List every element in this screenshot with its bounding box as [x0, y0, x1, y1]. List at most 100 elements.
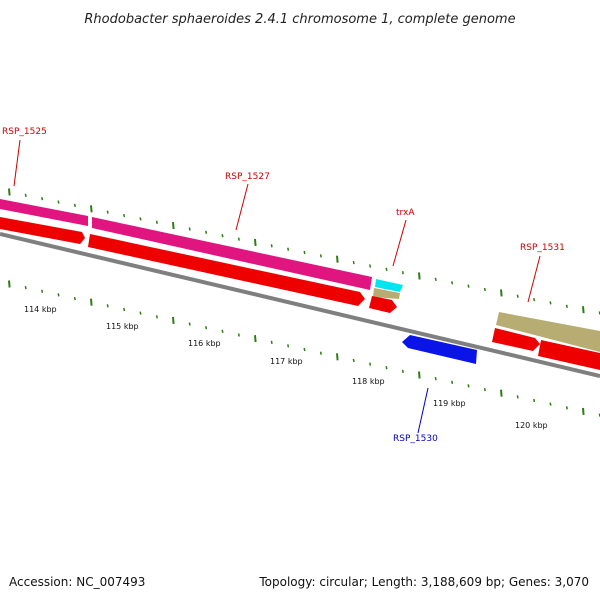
leader-line-rsp-1531	[527, 255, 541, 303]
inner-tick-mark	[24, 285, 27, 290]
gene-feature-rsp-1531[interactable]	[496, 312, 600, 352]
outer-tick-mark	[287, 247, 290, 251]
outer-tick-mark	[24, 193, 27, 198]
inner-tick-mark	[434, 377, 437, 381]
inner-tick-mark	[254, 335, 257, 343]
outer-tick-ring	[8, 188, 600, 315]
inner-tick-mark	[385, 366, 388, 370]
outer-tick-mark	[582, 306, 585, 314]
outer-tick-mark	[533, 297, 536, 302]
inner-tick-mark	[418, 371, 421, 379]
inner-tick-mark	[8, 280, 11, 288]
outer-tick-mark	[418, 272, 421, 280]
outer-tick-mark	[483, 287, 486, 292]
inner-tick-mark	[155, 315, 158, 319]
outer-tick-mark	[565, 304, 568, 308]
outer-tick-mark	[221, 234, 224, 238]
gene-label-rsp-1525[interactable]: RSP_1525	[2, 127, 47, 137]
inner-tick-mark	[90, 298, 93, 306]
scale-label: 118 kbp	[352, 377, 385, 386]
outer-tick-mark	[123, 213, 126, 218]
inner-tick-mark	[336, 353, 339, 361]
gene-label-trxa[interactable]: trxA	[396, 208, 415, 218]
inner-tick-mark	[73, 296, 76, 301]
outer-tick-mark	[188, 227, 191, 231]
chromosome-backbone	[0, 232, 600, 378]
outer-tick-mark	[319, 254, 322, 258]
inner-tick-mark	[287, 344, 290, 348]
gene-label-rsp-1531[interactable]: RSP_1531	[520, 243, 565, 253]
outer-tick-mark	[303, 250, 306, 255]
inner-tick-mark	[533, 398, 536, 403]
inner-tick-mark	[549, 402, 552, 406]
inner-tick-mark	[352, 358, 355, 363]
inner-tick-mark	[483, 387, 486, 392]
inner-tick-mark	[451, 380, 454, 384]
inner-tick-mark	[237, 333, 240, 337]
outer-tick-mark	[41, 197, 44, 201]
outer-tick-mark	[401, 271, 404, 275]
inner-tick-mark	[516, 395, 519, 399]
inner-tick-mark	[172, 316, 175, 324]
gene-label-rsp-1527[interactable]: RSP_1527	[225, 172, 270, 182]
inner-tick-mark	[369, 362, 372, 366]
inner-tick-mark	[41, 289, 44, 293]
scale-label: 115 kbp	[106, 322, 139, 331]
outer-tick-mark	[385, 267, 388, 271]
outer-tick-mark	[237, 237, 240, 241]
inner-tick-mark	[303, 347, 306, 352]
scale-label: 117 kbp	[270, 357, 303, 366]
inner-tick-mark	[221, 329, 224, 333]
gene-feature-rsp-1527[interactable]	[92, 217, 372, 290]
outer-tick-mark	[467, 284, 470, 288]
inner-tick-mark	[467, 384, 470, 388]
cds-feature-trxa[interactable]	[369, 296, 397, 313]
outer-tick-mark	[155, 220, 158, 224]
gene-label-rsp-1530[interactable]: RSP_1530	[393, 434, 438, 444]
inner-tick-ring	[8, 280, 600, 417]
inner-tick-mark	[139, 311, 142, 315]
map-title: Rhodobacter sphaeroides 2.4.1 chromosome…	[84, 12, 515, 27]
inner-tick-mark	[270, 340, 273, 344]
outer-tick-mark	[500, 289, 503, 297]
gene-feature-rsp-1530[interactable]	[402, 335, 477, 364]
scale-label: 116 kbp	[188, 339, 221, 348]
scale-label: 119 kbp	[433, 399, 466, 408]
inner-tick-mark	[401, 369, 404, 374]
outer-tick-mark	[451, 281, 454, 285]
inner-tick-mark	[57, 293, 60, 297]
cds-feature-rsp-1531[interactable]	[492, 328, 540, 351]
gene-feature-rsp-1525[interactable]	[0, 199, 88, 226]
inner-tick-mark	[188, 322, 191, 326]
inner-tick-mark	[205, 326, 208, 330]
scale-label: 120 kbp	[515, 421, 548, 430]
inner-tick-mark	[319, 351, 322, 355]
inner-tick-mark	[500, 389, 503, 397]
gene-feature-trxa[interactable]	[375, 279, 403, 292]
outer-tick-mark	[57, 200, 60, 204]
leader-line-rsp-1530	[417, 387, 429, 434]
outer-tick-mark	[369, 264, 372, 268]
cds-feature-rsp-1527[interactable]	[88, 234, 365, 306]
inner-tick-mark	[565, 406, 568, 410]
outer-tick-mark	[106, 210, 109, 214]
outer-tick-mark	[139, 217, 142, 221]
gene-feature-rsp-1529[interactable]	[373, 288, 400, 299]
cds-feature-rsp-1525[interactable]	[0, 217, 85, 244]
outer-tick-mark	[549, 301, 552, 305]
outer-tick-mark	[352, 260, 355, 265]
inner-tick-mark	[106, 304, 109, 308]
outer-tick-mark	[172, 222, 175, 230]
cds-feature-rsp-1531b[interactable]	[538, 340, 600, 370]
scale-label: 114 kbp	[24, 305, 57, 314]
accession-text: Accession: NC_007493	[9, 575, 145, 589]
outer-tick-mark	[8, 188, 11, 196]
inner-tick-mark	[123, 307, 126, 312]
outer-tick-mark	[90, 205, 93, 213]
outer-tick-mark	[254, 238, 257, 246]
inner-tick-mark	[582, 407, 585, 415]
outer-tick-mark	[205, 230, 208, 234]
genome-summary-text: Topology: circular; Length: 3,188,609 bp…	[258, 575, 589, 589]
outer-tick-mark	[434, 277, 437, 282]
